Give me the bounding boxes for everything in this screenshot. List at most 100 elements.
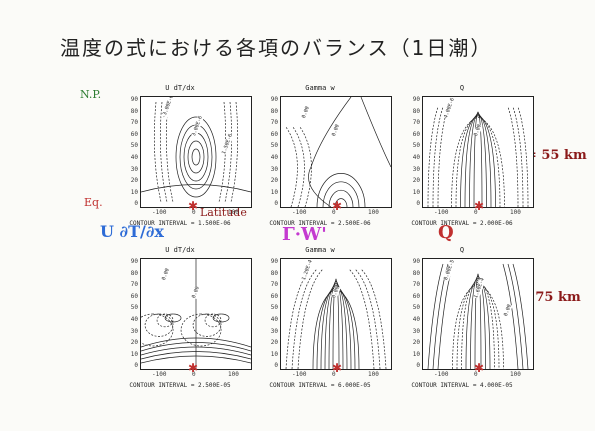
y-tick-label: 0 — [134, 200, 138, 208]
panel-title: Gamma w — [305, 246, 335, 254]
y-tick-label: 40 — [412, 154, 420, 161]
y-tick-label: 90 — [270, 96, 278, 103]
y-tick-label: 40 — [130, 154, 138, 161]
x-tick-label: 0 — [332, 209, 336, 216]
y-tick-label: 40 — [130, 316, 138, 323]
x-tick-label: -100 — [434, 371, 449, 378]
contour-interval: CONTOUR INTERVAL = 4.000E-05 — [411, 382, 513, 389]
y-tick-label: 10 — [130, 350, 138, 358]
x-tick-label: 100 — [368, 371, 379, 378]
page-title: 温度の式における各項のバランス（1日潮） — [60, 36, 493, 60]
y-tick-label: 50 — [412, 142, 420, 150]
panel-title: Gamma w — [305, 84, 335, 92]
y-tick-label: 90 — [412, 258, 420, 265]
y-tick-label: 20 — [412, 177, 420, 185]
y-tick-label: 0 — [416, 362, 420, 370]
y-tick-label: 40 — [270, 316, 278, 323]
term-heating-label: Q — [438, 222, 454, 243]
contour-panel: U dT/dx -3.00E-6 3.00E-6 1.50E-6 90 80 70 60 50 4… — [100, 84, 260, 234]
y-tick-label: 60 — [412, 130, 420, 138]
contour-panel: Gamma w 0.00 0.00 90 80 70 60 50 40 30 20 10 0 -100 0 1… — [240, 84, 400, 234]
subsolar-marker-icon: ✱ — [188, 199, 199, 213]
contour-panel: Q 4.00E-6 0.00 90 80 70 60 50 40 30 20 10 0 -100 0 100 ✱… — [382, 84, 542, 234]
x-tick-label: 100 — [228, 371, 239, 378]
y-tick-label: 80 — [270, 107, 278, 115]
y-tick-label: 70 — [412, 119, 420, 127]
y-tick-label: 70 — [412, 281, 420, 289]
latitude-label: Latitude — [200, 206, 247, 219]
x-tick-label: 0 — [332, 371, 336, 378]
y-tick-label: 50 — [130, 304, 138, 312]
y-tick-label: 30 — [270, 165, 278, 173]
y-tick-label: 20 — [130, 177, 138, 185]
x-tick-label: 0 — [474, 209, 478, 216]
y-tick-label: 80 — [130, 269, 138, 277]
y-tick-label: 80 — [130, 107, 138, 115]
contour-interval: CONTOUR INTERVAL = 6.000E-05 — [269, 382, 371, 389]
panel-title: U dT/dx — [165, 246, 195, 254]
x-tick-label: 100 — [228, 209, 239, 216]
y-tick-label: 30 — [412, 165, 420, 173]
contour-interval: CONTOUR INTERVAL = 2.500E-05 — [129, 382, 231, 389]
y-tick-label: 60 — [270, 292, 278, 300]
x-tick-label: 0 — [192, 209, 196, 216]
plot-area: 4.00E-6 0.00 — [422, 96, 534, 208]
subsolar-marker-icon: ✱ — [332, 361, 343, 375]
y-tick-label: 70 — [270, 281, 278, 289]
contour-plot — [427, 106, 529, 207]
contour-panel: U dT/dx 0.00 0.00 90 80 70 60 50 40 30 20 10 0 -100 0 1… — [100, 246, 260, 396]
x-tick-label: 100 — [510, 371, 521, 378]
y-tick-label: 90 — [130, 96, 138, 103]
contour-interval: CONTOUR INTERVAL = 2.500E-06 — [269, 220, 371, 227]
y-tick-label: 0 — [416, 200, 420, 208]
y-tick-label: 60 — [270, 130, 278, 138]
y-tick-label: 60 — [130, 292, 138, 300]
plot-area: -3.00E-6 3.00E-6 1.50E-6 — [140, 96, 252, 208]
contour-plot — [141, 259, 251, 369]
term-advection-label: U ∂T/∂x — [100, 222, 164, 241]
y-tick-label: 90 — [412, 96, 420, 103]
y-tick-label: 0 — [274, 200, 278, 208]
y-tick-label: 70 — [270, 119, 278, 127]
term-gamma-w-label: Γ·W' — [282, 224, 327, 245]
y-tick-label: 80 — [270, 269, 278, 277]
x-tick-label: -100 — [292, 209, 307, 216]
y-tick-label: 20 — [412, 339, 420, 347]
x-tick-label: 100 — [510, 209, 521, 216]
panel-title: U dT/dx — [165, 84, 195, 92]
y-tick-label: 10 — [412, 350, 420, 358]
y-tick-label: 60 — [130, 130, 138, 138]
x-tick-label: 0 — [192, 371, 196, 378]
y-tick-label: 10 — [270, 188, 278, 196]
subsolar-marker-icon: ✱ — [188, 361, 199, 375]
y-tick-label: 20 — [270, 177, 278, 185]
plot-area: 0.00 0.00 — [140, 258, 252, 370]
y-tick-label: 30 — [412, 327, 420, 335]
y-tick-label: 20 — [130, 339, 138, 347]
y-tick-label: 50 — [130, 142, 138, 150]
contour-interval: CONTOUR INTERVAL = 2.000E-06 — [411, 220, 513, 227]
y-tick-label: 40 — [412, 316, 420, 323]
subsolar-marker-icon: ✱ — [474, 199, 485, 213]
y-tick-label: 10 — [130, 188, 138, 196]
plot-area: 8.00E-5 1.60E-4 0.00 — [422, 258, 534, 370]
contour-plot — [285, 268, 387, 369]
y-tick-label: 40 — [270, 154, 278, 161]
y-tick-label: 10 — [412, 188, 420, 196]
x-tick-label: 100 — [368, 209, 379, 216]
panel-title: Q — [459, 84, 465, 92]
y-tick-label: 30 — [130, 327, 138, 335]
plot-area: 0.00 0.00 — [280, 96, 392, 208]
y-tick-label: 90 — [270, 258, 278, 265]
contour-plot — [427, 263, 529, 369]
y-tick-label: 20 — [270, 339, 278, 347]
x-tick-label: -100 — [152, 209, 167, 216]
x-tick-label: -100 — [152, 371, 167, 378]
contour-panel: Q 8.00E-5 1.60E-4 0.00 90 80 70 60 50 40 30 20 10 0 -1… — [382, 246, 542, 396]
equator-label: Eq. — [84, 196, 103, 209]
contour-plot — [141, 101, 251, 203]
y-tick-label: 30 — [130, 165, 138, 173]
x-tick-label: -100 — [434, 209, 449, 216]
y-tick-label: 50 — [270, 142, 278, 150]
y-tick-label: 80 — [412, 269, 420, 277]
